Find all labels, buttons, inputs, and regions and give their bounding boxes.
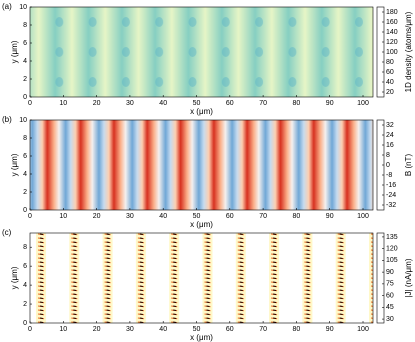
x-tick-label: 20	[93, 213, 101, 220]
colorbar-label: B (nT)	[404, 154, 413, 177]
colorbar-tick-label: 30	[386, 316, 394, 323]
heatmap-field	[30, 233, 373, 323]
colorbar-tick-label: 90	[386, 269, 394, 276]
x-tick-label: 0	[28, 213, 32, 220]
plot-frame	[29, 232, 374, 324]
plot-frame	[29, 6, 374, 98]
colorbar-tick-label: 40	[386, 79, 394, 86]
panel-label: (c)	[2, 228, 12, 237]
x-tick-label: 30	[126, 213, 134, 220]
x-tick-label: 30	[126, 100, 134, 107]
x-tick-label: 40	[159, 100, 167, 107]
colorbar-tick-label: 8	[386, 152, 390, 159]
y-tick-label: 8	[23, 244, 27, 251]
x-tick-label: 60	[226, 100, 234, 107]
colorbar-tick-label: 105	[386, 257, 398, 264]
colorbar	[376, 232, 385, 324]
y-tick-label: 4	[23, 171, 27, 178]
y-tick-label: 8	[23, 135, 27, 142]
x-tick-label: 10	[59, 326, 67, 333]
x-tick-label: 80	[293, 213, 301, 220]
panel-label: (a)	[2, 2, 12, 11]
colorbar-tick-label: 120	[386, 39, 398, 46]
y-tick-label: 2	[23, 189, 27, 196]
x-axis-label: x (μm)	[190, 107, 213, 116]
colorbar-tick-label: -24	[386, 192, 396, 199]
x-tick-label: 80	[293, 326, 301, 333]
colorbar-tick-label: 180	[386, 9, 398, 16]
colorbar-tick-label: 60	[386, 69, 394, 76]
colorbar-label: |J| (nA/μm)	[404, 258, 413, 297]
panel-label: (b)	[2, 115, 12, 124]
colorbar-label: 1D density (atoms/μm)	[404, 11, 413, 92]
x-tick-label: 70	[259, 326, 267, 333]
heatmap-field	[30, 120, 373, 210]
y-tick-label: 2	[23, 301, 27, 308]
heatmap-field	[30, 7, 373, 97]
y-axis-label: y (μm)	[10, 153, 19, 176]
y-axis-label: y (μm)	[10, 40, 19, 63]
x-tick-label: 100	[357, 326, 369, 333]
colorbar-tick-label: -16	[386, 182, 396, 189]
colorbar-tick-label: 75	[386, 281, 394, 288]
y-tick-label: 10	[19, 4, 27, 11]
x-axis-label: x (μm)	[190, 333, 213, 342]
x-tick-label: 20	[93, 326, 101, 333]
y-axis-label: y (μm)	[10, 266, 19, 289]
x-tick-label: 0	[28, 326, 32, 333]
x-tick-label: 40	[159, 326, 167, 333]
y-tick-label: 0	[23, 207, 27, 214]
colorbar-tick-label: 16	[386, 142, 394, 149]
y-tick-label: 0	[23, 94, 27, 101]
y-tick-label: 4	[23, 58, 27, 65]
x-tick-label: 30	[126, 326, 134, 333]
x-tick-label: 0	[28, 100, 32, 107]
colorbar-tick-label: 20	[386, 89, 394, 96]
x-axis-label: x (μm)	[190, 220, 213, 229]
y-tick-label: 6	[23, 263, 27, 270]
colorbar-tick-label: 140	[386, 29, 398, 36]
colorbar-tick-label: 135	[386, 234, 398, 241]
x-tick-label: 20	[93, 100, 101, 107]
x-tick-label: 70	[259, 100, 267, 107]
y-tick-label: 10	[19, 117, 27, 124]
y-tick-label: 6	[23, 40, 27, 47]
x-tick-label: 70	[259, 213, 267, 220]
x-tick-label: 60	[226, 326, 234, 333]
colorbar-tick-label: 0	[386, 162, 390, 169]
y-tick-label: 8	[23, 22, 27, 29]
x-tick-label: 10	[59, 100, 67, 107]
x-tick-label: 60	[226, 213, 234, 220]
colorbar-tick-label: 60	[386, 292, 394, 299]
plot-frame	[29, 119, 374, 211]
x-tick-label: 100	[357, 213, 369, 220]
y-tick-label: 0	[23, 320, 27, 327]
x-tick-label: 90	[326, 100, 334, 107]
colorbar-tick-label: 160	[386, 19, 398, 26]
colorbar-tick-label: 80	[386, 59, 394, 66]
colorbar-tick-label: 100	[386, 49, 398, 56]
y-tick-label: 2	[23, 76, 27, 83]
colorbar-tick-label: 120	[386, 245, 398, 252]
y-tick-label: 4	[23, 282, 27, 289]
x-tick-label: 90	[326, 213, 334, 220]
colorbar-tick-label: 45	[386, 304, 394, 311]
x-tick-label: 50	[193, 100, 201, 107]
x-tick-label: 50	[193, 326, 201, 333]
colorbar-tick-label: 32	[386, 122, 394, 129]
x-tick-label: 100	[357, 100, 369, 107]
x-tick-label: 10	[59, 213, 67, 220]
colorbar-tick-label: 24	[386, 132, 394, 139]
x-tick-label: 80	[293, 100, 301, 107]
x-tick-label: 40	[159, 213, 167, 220]
x-tick-label: 90	[326, 326, 334, 333]
colorbar-tick-label: -8	[386, 172, 392, 179]
x-tick-label: 50	[193, 213, 201, 220]
colorbar-tick-label: -32	[386, 202, 396, 209]
y-tick-label: 6	[23, 153, 27, 160]
